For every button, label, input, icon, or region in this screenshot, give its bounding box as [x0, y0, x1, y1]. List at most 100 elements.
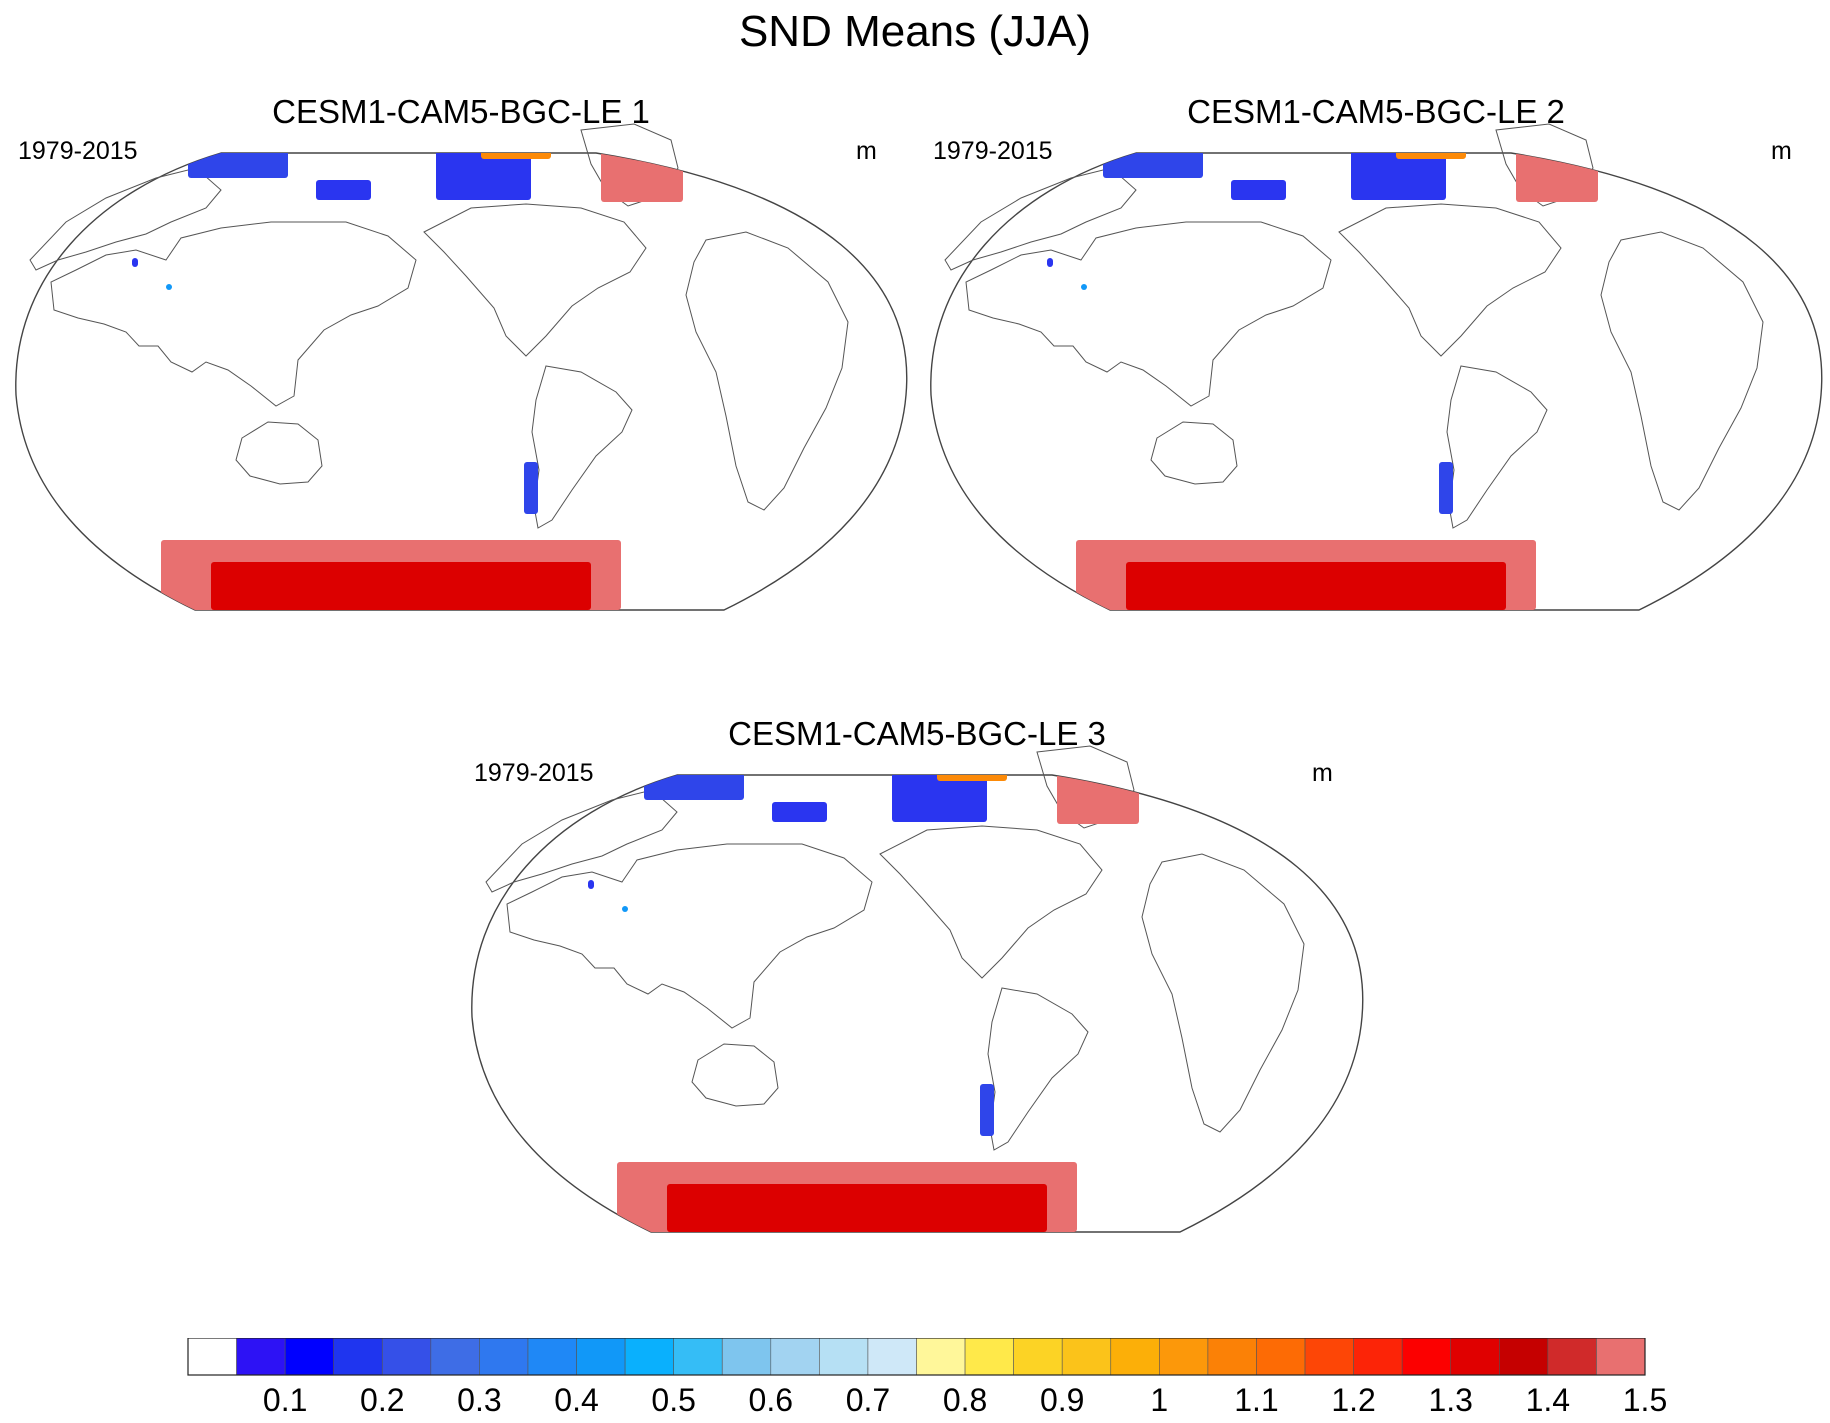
colorbar-tick-label: 0.9 [1040, 1382, 1084, 1418]
europe-outline [485, 789, 678, 893]
colorbar-swatch [1256, 1338, 1306, 1376]
colorbar-swatch [964, 1338, 1014, 1376]
colorbar-swatch [1499, 1338, 1549, 1376]
svalbard-snow [612, 752, 657, 760]
antarctica-deep-snow [1126, 562, 1506, 610]
colorbar-swatch [1353, 1338, 1403, 1376]
colorbar-swatch [624, 1338, 674, 1376]
map-panel-3: CESM1-CAM5-BGC-LE 3 1979-2015 m [462, 714, 1372, 1314]
east-siberia-snow [1231, 180, 1286, 200]
east-siberia-snow [316, 180, 371, 200]
tibet-snow-2 [622, 906, 628, 912]
map-plot [471, 745, 1364, 1233]
map-plot [930, 123, 1823, 611]
africa-outline [685, 231, 849, 511]
colorbar-swatch [333, 1338, 383, 1376]
colorbar-swatch [916, 1338, 966, 1376]
antarctica-deep-snow [211, 562, 591, 610]
siberia-snow [188, 153, 288, 178]
colorbar-swatch [284, 1338, 334, 1376]
north-america-outline [879, 825, 1103, 979]
map-border [930, 152, 1823, 611]
tibet-snow-1 [1047, 258, 1053, 267]
andes-snow [1439, 462, 1453, 514]
asia-outline [965, 221, 1332, 407]
greenland-snow [1516, 153, 1598, 202]
baffin-snow [481, 153, 551, 159]
colorbar-swatch [770, 1338, 820, 1376]
andes-snow [980, 1084, 994, 1136]
panel-title: CESM1-CAM5-BGC-LE 2 [1187, 93, 1565, 130]
colorbar-tick-label: 1.3 [1428, 1382, 1472, 1418]
colorbar-tick-label: 0.2 [360, 1382, 404, 1418]
arctic-canada-snow [1351, 153, 1446, 200]
baffin-snow [937, 775, 1007, 781]
south-america-outline [1446, 365, 1548, 529]
colorbar-swatch [867, 1338, 917, 1376]
colorbar-swatch [1304, 1338, 1354, 1376]
tibet-snow-2 [166, 284, 172, 290]
units-label: m [1771, 137, 1792, 165]
colorbar-swatch [187, 1338, 237, 1376]
map-panel-1: CESM1-CAM5-BGC-LE 1 1979-2015 m [6, 92, 916, 692]
colorbar-swatch [721, 1338, 772, 1376]
colorbar-tick-label: 1 [1150, 1382, 1168, 1418]
colorbar-swatch [430, 1338, 480, 1376]
andes-snow [524, 462, 538, 514]
tibet-snow-1 [588, 880, 594, 889]
snow-field [132, 130, 683, 610]
panel-title: CESM1-CAM5-BGC-LE 3 [728, 715, 1106, 752]
colorbar-tick-label: 0.5 [651, 1382, 695, 1418]
colorbar-swatch [1159, 1338, 1209, 1376]
colorbar-swatch [1207, 1338, 1257, 1376]
asia-outline [50, 221, 417, 407]
arctic-canada-snow [436, 153, 531, 200]
colorbar-tick-label: 1.4 [1526, 1382, 1570, 1418]
snow-field [588, 752, 1139, 1232]
australia-outline [235, 421, 323, 485]
tibet-snow-2 [1081, 284, 1087, 290]
colorbar-tick-label: 1.2 [1331, 1382, 1375, 1418]
colorbar-swatch [576, 1338, 626, 1376]
east-siberia-snow [772, 802, 827, 822]
svalbard-snow [156, 130, 201, 138]
colorbar-tick-label: 1.1 [1234, 1382, 1278, 1418]
colorbar-swatch [381, 1338, 432, 1376]
period-label: 1979-2015 [474, 759, 594, 787]
svalbard-snow [1071, 130, 1116, 138]
colorbar-tick-label: 1.5 [1623, 1382, 1667, 1418]
asia-outline [506, 843, 873, 1029]
greenland-snow [601, 153, 683, 202]
map-border [471, 774, 1364, 1233]
colorbar-tick-label: 0.3 [457, 1382, 501, 1418]
tibet-snow-1 [132, 258, 138, 267]
period-label: 1979-2015 [18, 137, 138, 165]
colorbar-swatch [673, 1338, 723, 1376]
figure-title: SND Means (JJA) [738, 7, 1092, 56]
europe-outline [944, 167, 1137, 271]
colorbar-tick-label: 0.4 [554, 1382, 598, 1418]
siberia-snow [644, 775, 744, 800]
africa-outline [1600, 231, 1764, 511]
siberia-snow [1103, 153, 1203, 178]
units-label: m [1312, 759, 1333, 787]
units-label: m [856, 137, 877, 165]
map-panel-2: CESM1-CAM5-BGC-LE 2 1979-2015 m [921, 92, 1830, 692]
colorbar-swatch [527, 1338, 577, 1376]
snow-field [1047, 130, 1598, 610]
europe-outline [29, 167, 222, 271]
australia-outline [691, 1043, 779, 1107]
baffin-snow [1396, 153, 1466, 159]
colorbar-swatch [1450, 1338, 1500, 1376]
panel-title: CESM1-CAM5-BGC-LE 1 [272, 93, 650, 130]
colorbar-frame [187, 1338, 1646, 1376]
colorbar-swatch [1547, 1338, 1597, 1376]
antarctica-deep-snow [667, 1184, 1047, 1232]
colorbar-swatch [1110, 1338, 1160, 1376]
map-plot [15, 123, 908, 611]
colorbar-swatch [236, 1338, 286, 1376]
colorbar-tick-label: 0.1 [263, 1382, 307, 1418]
period-label: 1979-2015 [933, 137, 1053, 165]
colorbar-swatch [819, 1338, 869, 1376]
colorbar-tick-label: 0.8 [943, 1382, 987, 1418]
